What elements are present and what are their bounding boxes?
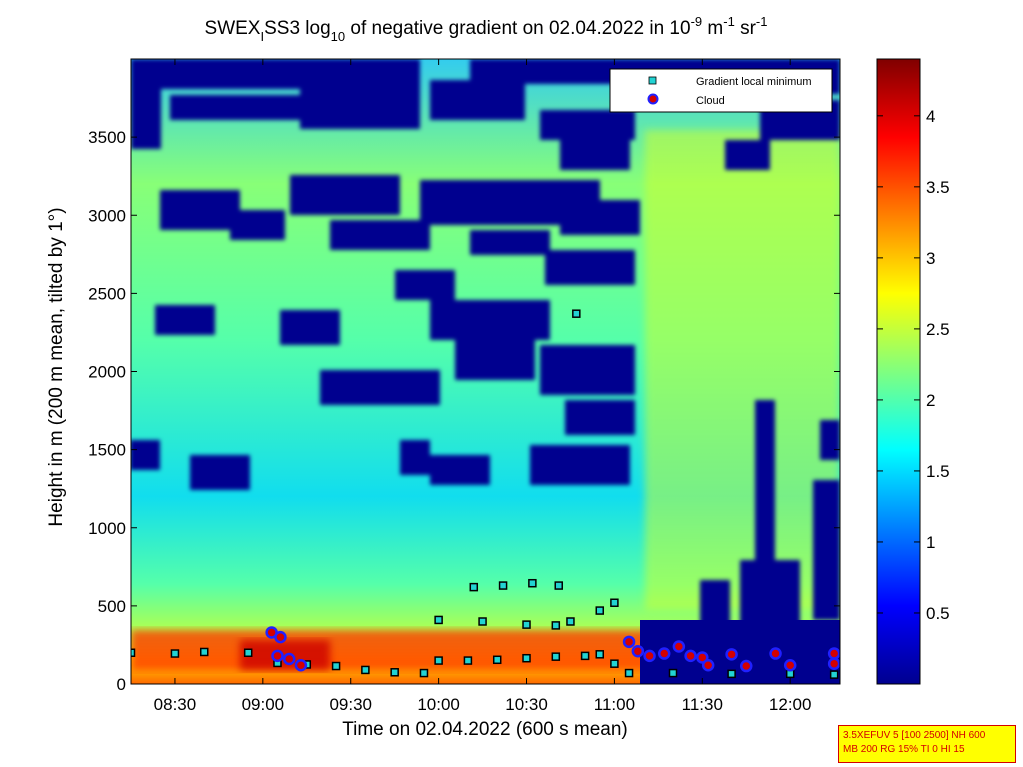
y-tick-label: 500 xyxy=(98,597,126,616)
y-tick-label: 2000 xyxy=(88,363,126,382)
x-tick-label: 08:30 xyxy=(154,695,197,714)
colorbar-tick-label: 0.5 xyxy=(926,604,950,623)
gradient-min-point xyxy=(668,668,678,678)
cloud-point xyxy=(827,647,840,660)
y-tick-label: 3500 xyxy=(88,128,126,147)
colorbar-tick-label: 4 xyxy=(926,107,935,126)
cloud-point xyxy=(643,649,656,663)
colorbar-tick-label: 2.5 xyxy=(926,320,950,339)
colorbar-tick-label: 1 xyxy=(926,533,935,552)
gradient-min-point xyxy=(624,668,634,678)
cloud-point xyxy=(696,651,709,664)
legend-marker-gradient-min xyxy=(648,76,657,85)
y-axis-label: Height in m (200 m mean, tilted by 1°) xyxy=(46,207,67,526)
gradient-min-point xyxy=(463,656,473,665)
gradient-min-point xyxy=(554,581,563,590)
gradient-min-point xyxy=(829,670,839,679)
legend: Gradient local minimum Cloud xyxy=(609,68,833,113)
gradient-min-point xyxy=(595,650,605,659)
cloud-point xyxy=(271,649,284,663)
gradient-min-point xyxy=(243,648,253,657)
cloud-point xyxy=(783,659,797,672)
gradient-min-point xyxy=(522,653,531,663)
heatmap-plot xyxy=(131,59,840,684)
gradient-min-point xyxy=(610,598,619,607)
cloud-point xyxy=(827,657,840,670)
gradient-min-point xyxy=(566,617,575,626)
gradient-min-point xyxy=(390,668,399,677)
colorbar-tick-label: 3 xyxy=(926,249,935,268)
y-tick-label: 3000 xyxy=(88,206,126,225)
colorbar-tick-label: 2 xyxy=(926,391,935,410)
gradient-min-point xyxy=(199,647,209,657)
info-box: 3.5XEFUV 5 [100 2500] NH 600 MB 200 RG 1… xyxy=(838,725,1016,763)
cloud-point xyxy=(274,630,287,644)
gradient-min-point xyxy=(492,655,502,665)
gradient-min-point xyxy=(572,309,581,318)
colorbar: 0.5 1 1.5 2 2.5 3 3.5 4 xyxy=(876,58,950,685)
gradient-min-point xyxy=(331,661,341,671)
cloud-point xyxy=(684,649,697,663)
gradient-min-point xyxy=(551,652,561,661)
info-line-2: MB 200 RG 15% TI 0 HI 15 xyxy=(843,744,965,755)
cloud-point xyxy=(725,648,738,661)
info-line-1: 3.5XEFUV 5 [100 2500] NH 600 xyxy=(843,730,986,741)
x-tick-label: 11:00 xyxy=(594,695,635,714)
gradient-min-point xyxy=(580,651,590,661)
cloud-point xyxy=(701,659,715,672)
cloud-point xyxy=(769,647,782,660)
gradient-min-point xyxy=(131,648,136,657)
y-axis: 0 500 1000 1500 2000 2500 3000 3500 xyxy=(88,128,840,694)
gradient-min-point xyxy=(469,582,479,592)
cloud-point xyxy=(282,652,296,666)
cloud-point xyxy=(622,635,636,649)
gradient-min-series xyxy=(131,309,839,679)
cloud-point xyxy=(657,647,671,660)
y-tick-label: 1000 xyxy=(88,519,126,538)
x-tick-label: 09:00 xyxy=(242,695,285,714)
gradient-min-point xyxy=(170,649,180,658)
legend-marker-cloud xyxy=(647,93,659,105)
gradient-min-point xyxy=(595,606,605,615)
gradient-min-point xyxy=(522,620,531,629)
cloud-series xyxy=(265,626,840,673)
legend-label-cloud: Cloud xyxy=(696,95,725,107)
gradient-min-point xyxy=(478,617,487,626)
cloud-point xyxy=(672,640,686,653)
gradient-min-point xyxy=(419,668,429,678)
colorbar-tick-label: 3.5 xyxy=(926,178,950,197)
x-axis-label: Time on 02.04.2022 (600 s mean) xyxy=(342,719,628,740)
gradient-min-point xyxy=(361,665,370,675)
gradient-min-point xyxy=(498,581,508,590)
x-tick-label: 09:30 xyxy=(329,695,372,714)
x-axis: 08:30 09:00 09:30 10:00 10:30 11:00 11:30 12:00 xyxy=(154,59,812,714)
gradient-min-point xyxy=(727,669,736,679)
x-tick-label: 10:00 xyxy=(417,695,460,714)
gradient-min-point xyxy=(528,578,537,588)
x-tick-label: 10:30 xyxy=(505,695,548,714)
colorbar-tick-label: 1.5 xyxy=(926,462,950,481)
gradient-min-point xyxy=(551,621,561,630)
legend-label-gradient-min: Gradient local minimum xyxy=(696,76,812,88)
gradient-min-point xyxy=(434,656,443,665)
y-tick-label: 2500 xyxy=(88,284,126,303)
y-tick-label: 0 xyxy=(117,675,126,694)
cloud-point xyxy=(739,659,753,673)
chart-title: SWEXISS3 log10 of negative gradient on 0… xyxy=(205,14,768,44)
gradient-min-point xyxy=(434,615,443,625)
gradient-min-point xyxy=(610,659,619,668)
cloud-point xyxy=(294,659,308,672)
x-tick-label: 12:00 xyxy=(769,695,812,714)
x-tick-label: 11:30 xyxy=(682,695,723,714)
cloud-point xyxy=(631,644,645,658)
y-tick-label: 1500 xyxy=(88,441,126,460)
